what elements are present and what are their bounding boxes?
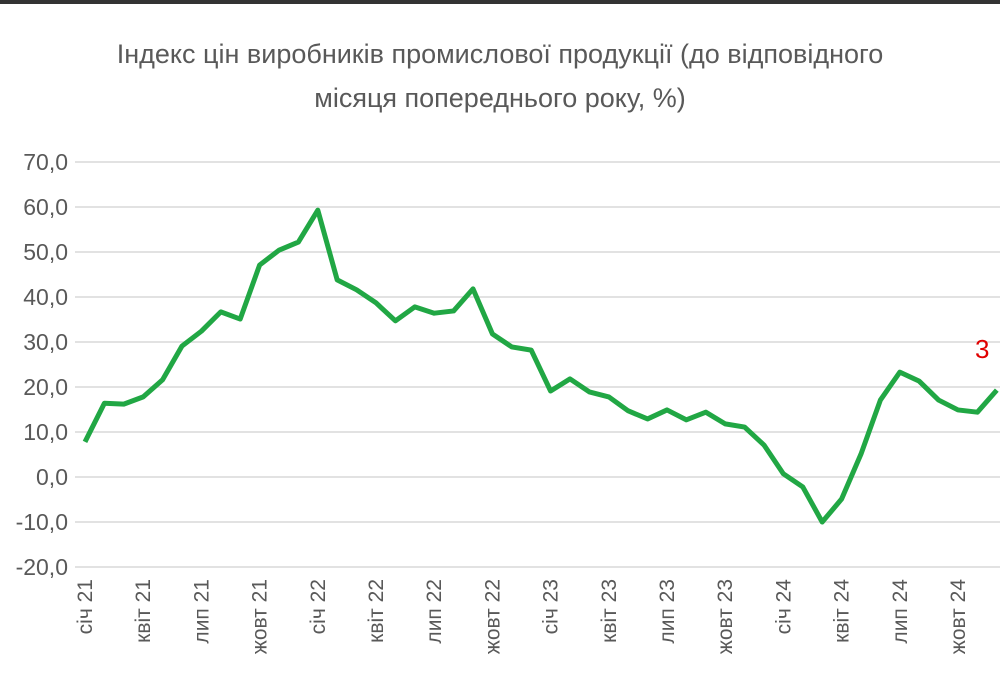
annotation: 3 bbox=[975, 334, 989, 364]
x-tick-label: квіт 22 bbox=[365, 579, 388, 643]
x-tick-label: лип 21 bbox=[190, 579, 213, 644]
x-tick-label: жовт 23 bbox=[714, 579, 737, 654]
y-tick-label: 0,0 bbox=[36, 464, 68, 490]
x-tick-label: лип 24 bbox=[889, 579, 912, 644]
x-tick-label: жовт 22 bbox=[481, 579, 504, 654]
top-border bbox=[0, 0, 1000, 4]
x-tick-label: лип 23 bbox=[656, 579, 679, 644]
x-tick-label: квіт 24 bbox=[831, 579, 854, 643]
y-tick-label: 40,0 bbox=[23, 284, 68, 310]
y-tick-label: 20,0 bbox=[23, 374, 68, 400]
y-tick-label: 50,0 bbox=[23, 239, 68, 265]
y-tick-label: 60,0 bbox=[23, 194, 68, 220]
x-tick-label: квіт 21 bbox=[132, 579, 155, 643]
x-tick-label: лип 22 bbox=[423, 579, 446, 644]
data-line bbox=[82, 207, 999, 525]
x-tick-label: жовт 24 bbox=[947, 579, 970, 655]
x-tick-label: січ 24 bbox=[772, 579, 795, 635]
x-tick-label: жовт 21 bbox=[249, 579, 272, 654]
x-tick-label: січ 21 bbox=[74, 579, 97, 634]
x-tick-label: квіт 23 bbox=[598, 579, 621, 643]
y-tick-label: 10,0 bbox=[23, 419, 68, 445]
y-tick-label: 30,0 bbox=[23, 329, 68, 355]
y-tick-label: -10,0 bbox=[16, 509, 68, 535]
x-tick-label: січ 22 bbox=[307, 579, 330, 634]
y-tick-label: 70,0 bbox=[23, 149, 68, 175]
chart-title: Індекс цін виробників промислової продук… bbox=[116, 39, 884, 113]
y-tick-label: -20,0 bbox=[16, 554, 68, 580]
x-tick-label: січ 23 bbox=[540, 579, 563, 634]
